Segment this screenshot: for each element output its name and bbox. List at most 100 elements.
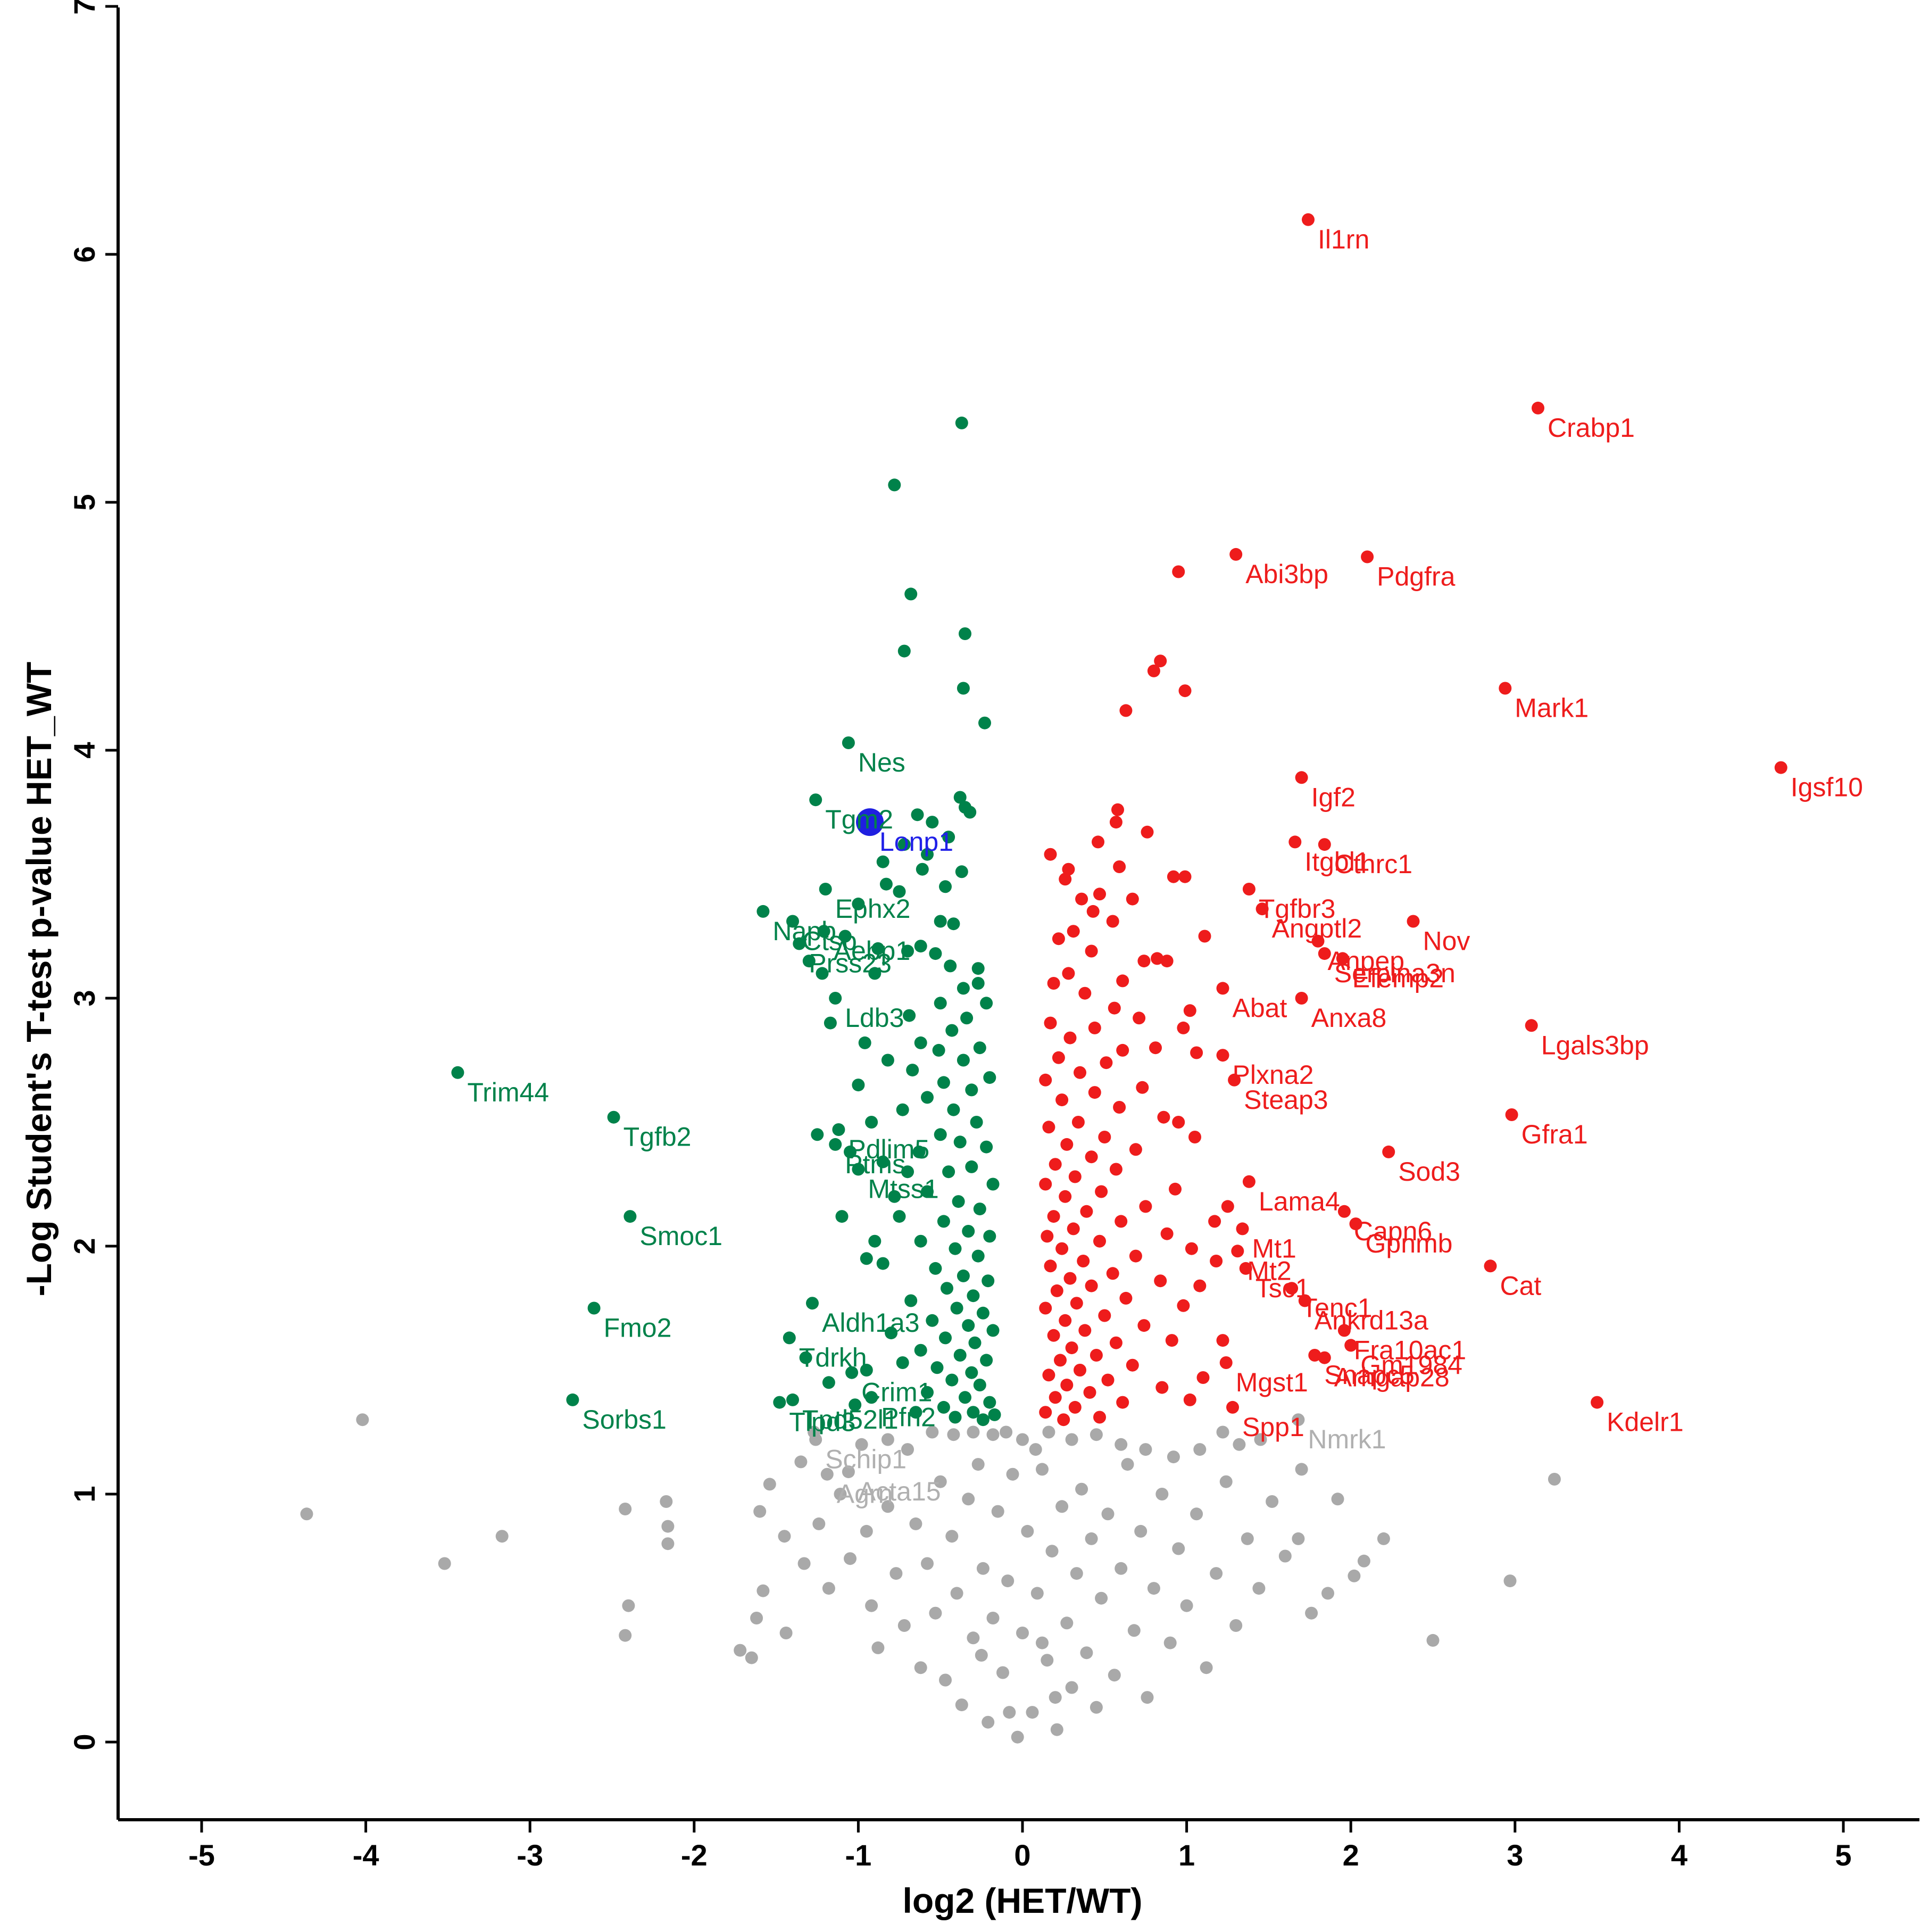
point-up-5 <box>1111 803 1124 816</box>
point-anxa8 <box>1295 992 1308 1005</box>
point-down-111 <box>824 1016 837 1030</box>
gene-label-lama4: Lama4 <box>1259 1187 1340 1216</box>
point-not_significant-19 <box>812 1517 826 1530</box>
point-up-13 <box>1113 860 1126 873</box>
point-not_significant-115 <box>1139 1443 1152 1456</box>
point-up-84 <box>1109 1336 1123 1349</box>
gene-label-schip1: Schip1 <box>825 1445 907 1474</box>
point-not_significant-5 <box>622 1599 635 1612</box>
point-down-118 <box>911 808 924 822</box>
point-not_significant-26 <box>881 1500 894 1513</box>
point-down-62 <box>914 1234 927 1248</box>
gene-label-nes: Nes <box>858 748 905 777</box>
point-down-87 <box>959 1391 971 1404</box>
point-not_significant-33 <box>934 1475 947 1488</box>
point-not_significant-94 <box>1426 1634 1440 1647</box>
point-down-115 <box>852 897 865 910</box>
point-ldb3 <box>829 992 842 1005</box>
point-not_significant-36 <box>950 1587 963 1600</box>
point-down-26 <box>944 959 957 973</box>
x-tick-label-2: -3 <box>517 1838 543 1872</box>
point-pdgfra <box>1361 550 1374 563</box>
point-fra10ac1 <box>1337 1324 1351 1337</box>
point-not_significant-79 <box>1200 1661 1213 1674</box>
point-not_significant-105 <box>901 1443 914 1456</box>
point-not_significant-101 <box>794 1455 808 1469</box>
point-not_significant-25 <box>871 1641 885 1654</box>
point-down-102 <box>844 1145 857 1158</box>
point-not_significant-103 <box>855 1438 868 1451</box>
point-not_significant-89 <box>1321 1587 1334 1600</box>
point-mt2 <box>1231 1245 1244 1258</box>
point-down-93 <box>988 1408 1001 1421</box>
point-up-57 <box>1059 1190 1072 1203</box>
highlight-layer <box>856 808 884 836</box>
point-down-79 <box>914 1344 927 1357</box>
gene-label-anxa8: Anxa8 <box>1311 1003 1387 1033</box>
point-down-107 <box>835 1210 849 1223</box>
point-cat <box>1484 1259 1497 1273</box>
gene-label-tpd52l1: Tpd52l1 <box>802 1405 899 1435</box>
point-not_significant-81 <box>1219 1475 1233 1488</box>
point-not_significant-69 <box>1121 1458 1134 1471</box>
point-not_significant-77 <box>1180 1599 1193 1612</box>
y-tick-label-7: 7 <box>68 0 101 15</box>
gene-label-tdrkh: Tdrkh <box>799 1342 867 1372</box>
point-up-102 <box>1196 1371 1210 1384</box>
point-down-50 <box>980 1140 993 1154</box>
gene-label-nmrk1: Nmrk1 <box>1308 1424 1386 1454</box>
point-down-10 <box>926 816 939 829</box>
point-not_significant-71 <box>1134 1524 1148 1538</box>
gene-label-gpnmb: Gpnmb <box>1366 1229 1453 1258</box>
point-not_significant-34 <box>939 1673 952 1687</box>
point-up-108 <box>1165 1334 1178 1347</box>
point-not_significant-41 <box>976 1562 990 1575</box>
point-up-66 <box>1055 1242 1069 1255</box>
point-down-105 <box>868 1234 882 1248</box>
point-not_significant-54 <box>1041 1654 1054 1667</box>
x-tick-label-8: 3 <box>1507 1838 1523 1872</box>
point-up-103 <box>1216 1334 1229 1347</box>
point-not_significant-40 <box>971 1458 985 1471</box>
point-up-86 <box>1090 1349 1103 1362</box>
point-down-1 <box>888 478 901 492</box>
point-not_significant-63 <box>1085 1532 1098 1545</box>
y-tick-label-6: 6 <box>68 246 101 262</box>
point-not_significant-65 <box>1095 1591 1108 1605</box>
point-up-107 <box>1185 1242 1198 1255</box>
point-down-70 <box>967 1289 980 1303</box>
point-up-48 <box>1060 1138 1074 1151</box>
point-down-9 <box>963 806 977 819</box>
gene-label-gm1984: Gm1984 <box>1360 1350 1462 1380</box>
point-not_significant-80 <box>1210 1567 1223 1580</box>
gene-label-fra10ac1: Fra10ac1 <box>1354 1335 1466 1365</box>
point-up-30 <box>1088 1021 1101 1034</box>
point-up-56 <box>1095 1185 1108 1198</box>
point-up-11 <box>1178 870 1192 883</box>
point-up-63 <box>1208 1215 1221 1228</box>
point-down-104 <box>888 1190 901 1203</box>
point-not_significant-93 <box>1377 1532 1390 1545</box>
point-not_significant-109 <box>986 1428 1000 1441</box>
point-lonp1 <box>856 808 884 836</box>
x-tick-label-5: 0 <box>1014 1838 1030 1872</box>
point-up-17 <box>1067 925 1080 938</box>
point-mt1 <box>1236 1222 1249 1236</box>
x-axis-title: log2 (HET/WT) <box>903 1881 1143 1920</box>
point-not_significant-13 <box>779 1627 793 1639</box>
point-down-43 <box>921 1091 934 1104</box>
gene-label-pdlim5: Pdlim5 <box>848 1134 929 1164</box>
point-down-3 <box>959 627 971 640</box>
point-up-110 <box>1190 1046 1203 1059</box>
point-up-45 <box>1042 1121 1055 1134</box>
point-not_significant-44 <box>991 1505 1004 1518</box>
point-up-16 <box>1106 915 1119 928</box>
gene-label-napb: Napb <box>772 916 836 946</box>
point-up-70 <box>1106 1267 1119 1280</box>
point-not_significant-38 <box>962 1492 975 1506</box>
point-not_significant-122 <box>1003 1706 1016 1719</box>
point-down-31 <box>980 997 993 1010</box>
point-down-42 <box>983 1071 996 1084</box>
point-fmo2 <box>587 1301 601 1315</box>
point-down-34 <box>914 1036 927 1049</box>
